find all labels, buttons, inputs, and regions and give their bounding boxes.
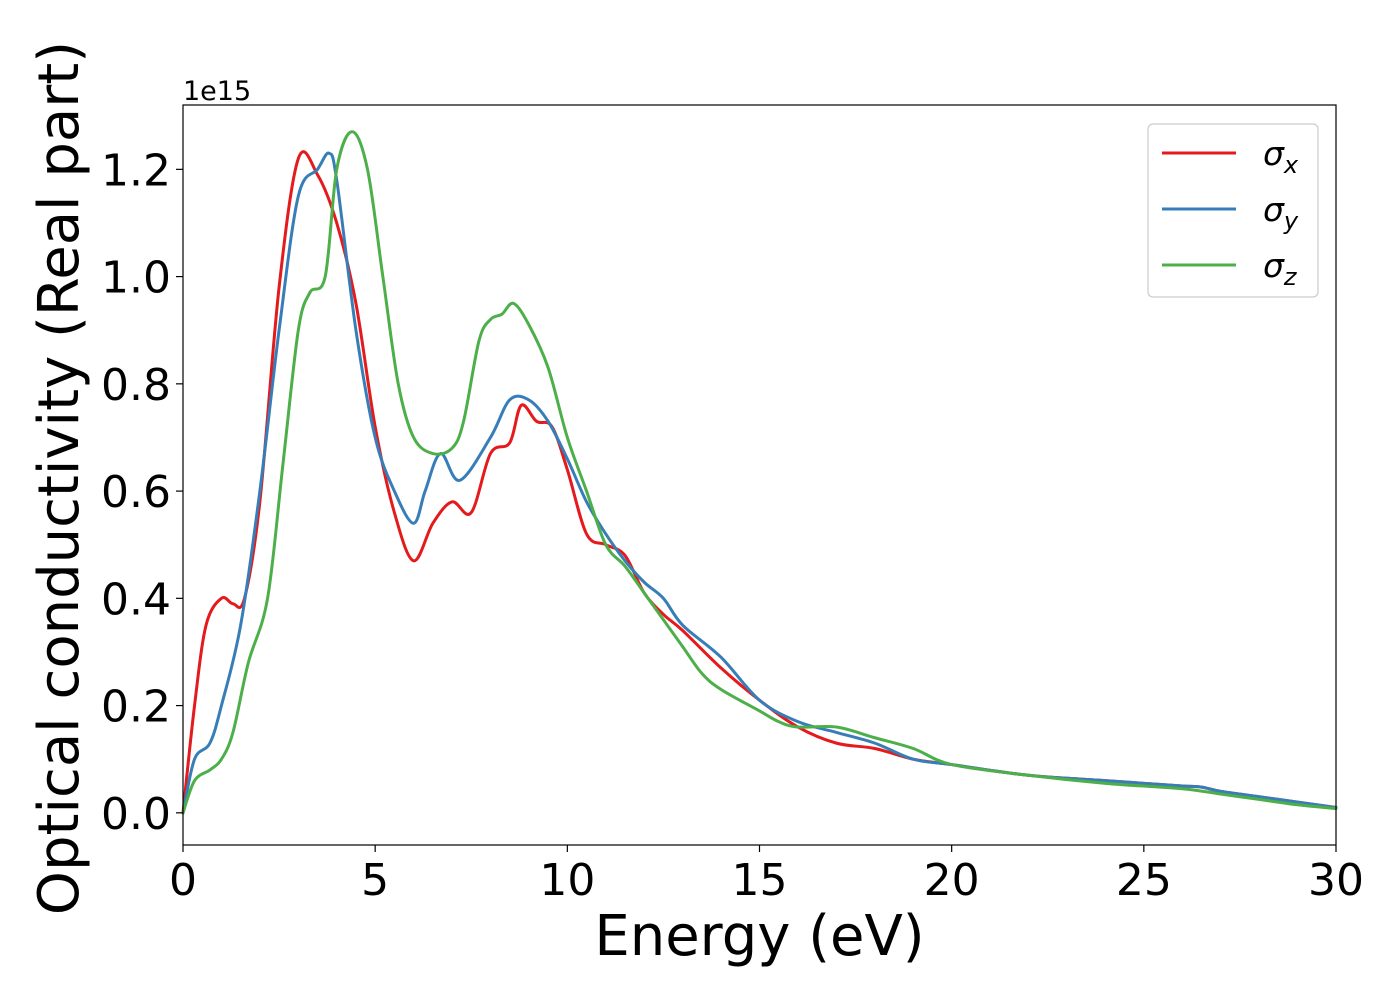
y-axis-ticks: 0.0 0.2 0.4 0.6 0.8 1.0 1.2 (101, 145, 183, 840)
x-tick-label: 0 (169, 855, 197, 906)
legend-label-x: σx (1263, 134, 1299, 179)
x-tick-label: 15 (732, 855, 788, 906)
legend-label-z: σz (1263, 246, 1298, 291)
series-line-z (181, 130, 1338, 815)
plot-lines (181, 130, 1338, 815)
x-axis-label: Energy (eV) (594, 904, 924, 969)
y-tick-label: 1.0 (101, 253, 171, 304)
y-tick-label: 0.2 (101, 682, 171, 733)
y-tick-label: 1.2 (101, 145, 171, 196)
y-tick-label: 0.4 (101, 574, 171, 625)
y-tick-label: 0.6 (101, 467, 171, 518)
y-tick-label: 0.0 (101, 789, 171, 840)
legend-label-y: σy (1263, 190, 1299, 235)
legend: σx σy σz (1147, 123, 1319, 298)
x-axis-ticks: 0 5 10 15 20 25 30 (169, 845, 1364, 906)
x-tick-label: 20 (924, 855, 980, 906)
x-tick-label: 5 (361, 855, 389, 906)
x-tick-label: 10 (539, 855, 595, 906)
x-tick-label: 25 (1116, 855, 1172, 906)
y-tick-label: 0.8 (101, 360, 171, 411)
y-scale-offset-label: 1e15 (183, 76, 251, 107)
legend-entries: σx σy σz (1162, 134, 1299, 291)
y-axis-label: Optical conductivity (Real part) (27, 41, 92, 915)
x-tick-label: 30 (1308, 855, 1364, 906)
